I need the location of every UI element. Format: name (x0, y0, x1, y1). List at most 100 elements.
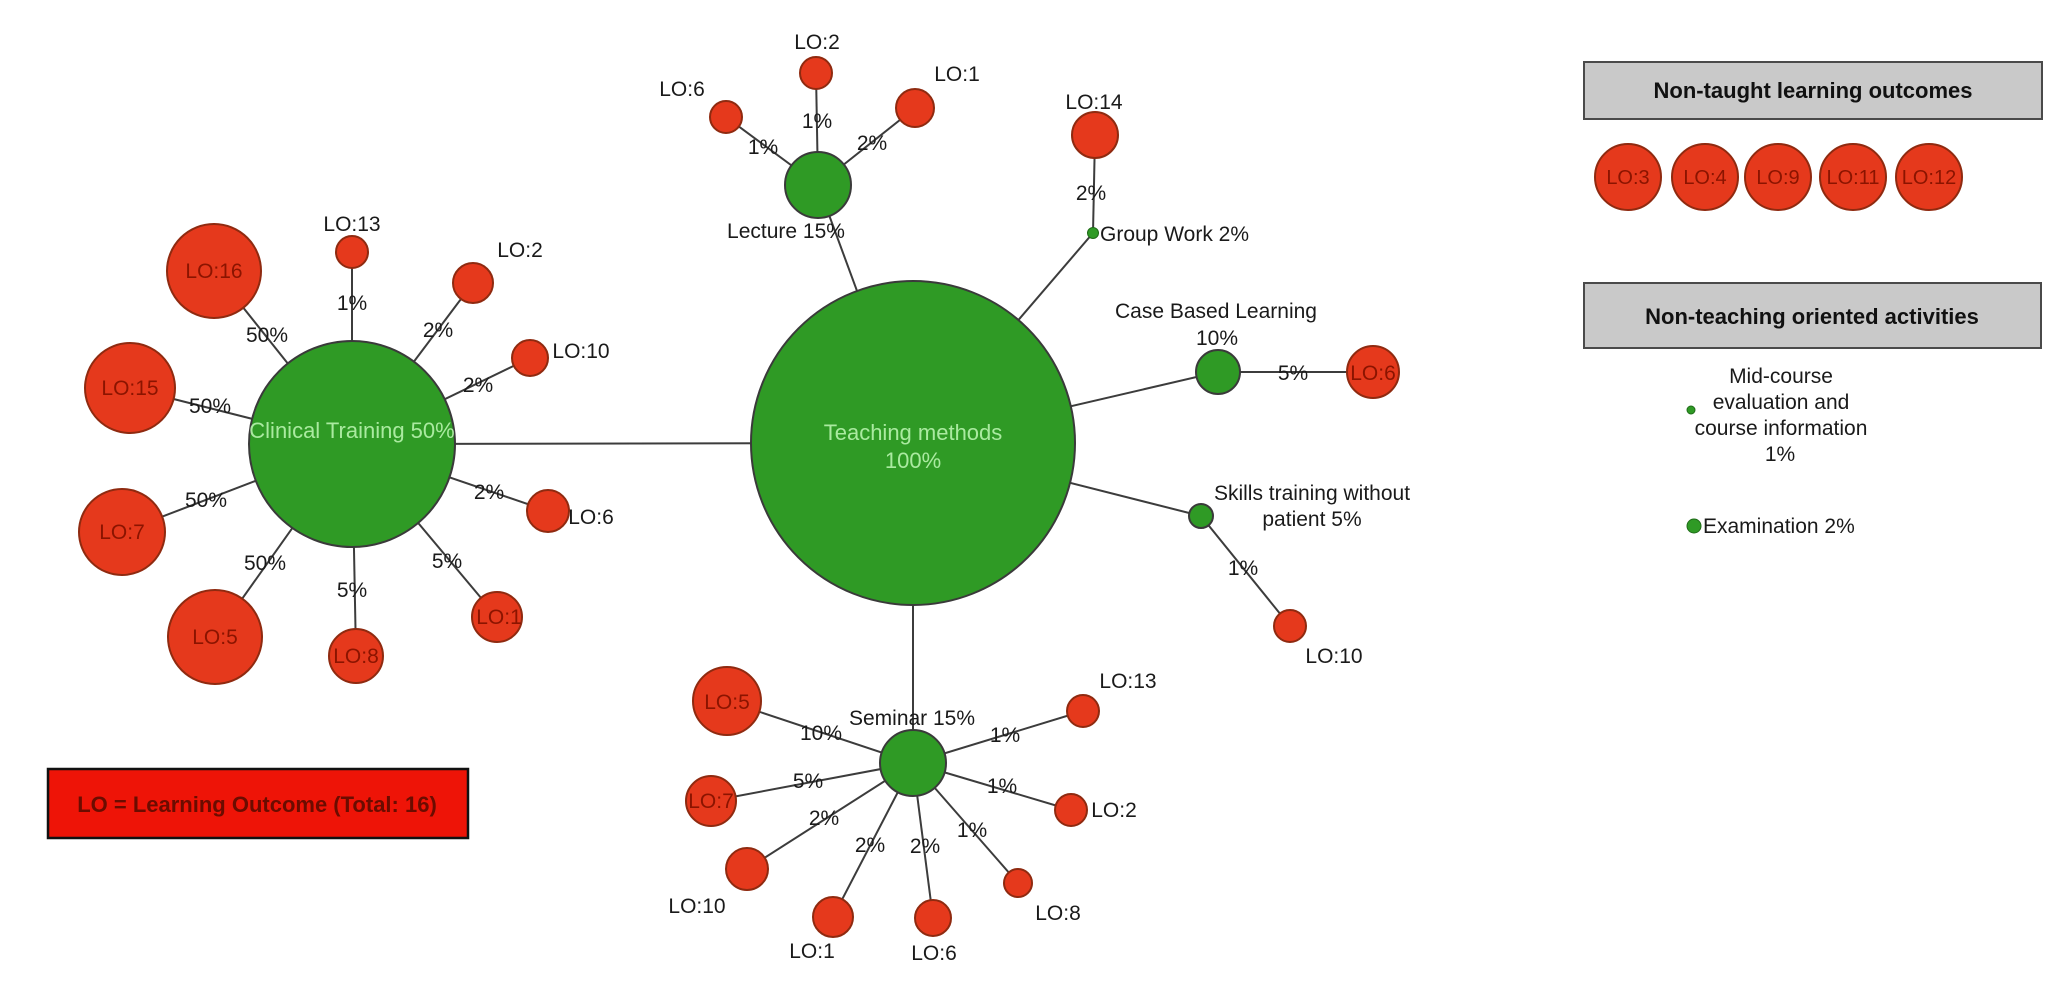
skills-lo10-circle (1273, 609, 1307, 643)
lecture-lo2-pct: 1% (802, 110, 832, 133)
groupwork-lo14-circle (1071, 111, 1119, 159)
case-based-label-line2: 10% (1196, 327, 1238, 350)
hub-label-line2: 100% (885, 448, 941, 473)
lecture-circle (784, 151, 852, 219)
skills-lo10-pct: 1% (1228, 557, 1258, 580)
labels: Teaching methods 100% Clinical Training … (77, 31, 1979, 965)
clinical-lo10-label: LO:10 (552, 340, 609, 363)
lecture-lo1-label: LO:1 (934, 63, 980, 86)
nontaught-lo9-label: LO:9 (1756, 167, 1799, 189)
lecture-lo1-pct: 2% (857, 132, 887, 155)
clinical-lo6-circle (526, 489, 570, 533)
seminar-circle (879, 729, 947, 797)
seminar-lo6-pct: 2% (910, 835, 940, 858)
nontaught-lo3-circle (1594, 143, 1662, 211)
seminar-lo2-circle (1054, 793, 1088, 827)
legend-label: LO = Learning Outcome (Total: 16) (77, 792, 437, 817)
non-teaching-header: Non-teaching oriented activities (1645, 304, 1979, 329)
examination-label: Examination 2% (1703, 515, 1855, 538)
clinical-lo7-circle (78, 488, 166, 576)
seminar-lo10-label: LO:10 (668, 895, 725, 918)
case-based-label-line1: Case Based Learning (1115, 300, 1317, 323)
clinical-lo8-circle (328, 628, 384, 684)
seminar-lo6-circle (914, 899, 952, 937)
clinical-lo5-circle (167, 589, 263, 685)
clinical-lo13-pct: 1% (337, 292, 367, 315)
clinical-label: Clinical Training 50% (249, 418, 454, 443)
seminar-lo5-label: LO:5 (704, 691, 750, 714)
casebased-lo6-label: LO:6 (1350, 362, 1396, 385)
nontaught-lo4-label: LO:4 (1683, 167, 1726, 189)
lecture-lo6-circle (709, 100, 743, 134)
seminar-lo1-circle (812, 896, 854, 938)
clinical-lo16-circle (166, 223, 262, 319)
casebased-lo6-pct: 5% (1278, 362, 1308, 385)
seminar-lo5-pct: 10% (800, 722, 842, 745)
nontaught-lo3-label: LO:3 (1606, 167, 1649, 189)
clinical-lo1-pct: 5% (432, 550, 462, 573)
hub-label-line1: Teaching methods (824, 420, 1003, 445)
clinical-lo16-label: LO:16 (185, 260, 242, 283)
clinical-lo10-circle (511, 339, 549, 377)
clinical-lo6-pct: 2% (474, 481, 504, 504)
midcourse-line1: Mid-course (1729, 365, 1833, 388)
clinical-lo10-pct: 2% (463, 374, 493, 397)
midcourse-line2: evaluation and (1713, 391, 1850, 414)
seminar-lo7-pct: 5% (793, 770, 823, 793)
group-work-label: Group Work 2% (1100, 223, 1249, 246)
seminar-lo13-pct: 1% (990, 724, 1020, 747)
clinical-lo5-label: LO:5 (192, 626, 238, 649)
lecture-lo1-circle (895, 88, 935, 128)
clinical-lo8-label: LO:8 (333, 645, 379, 668)
lecture-lo6-pct: 1% (748, 136, 778, 159)
edge-seminar-lo7 (710, 762, 914, 802)
lecture-lo2-circle (799, 56, 833, 90)
clinical-lo2-pct: 2% (423, 319, 453, 342)
seminar-lo8-label: LO:8 (1035, 902, 1081, 925)
non-taught-header: Non-taught learning outcomes (1654, 78, 1973, 103)
groupwork-lo14-pct: 2% (1076, 182, 1106, 205)
seminar-lo2-label: LO:2 (1091, 799, 1137, 822)
clinical-lo13-label: LO:13 (323, 213, 380, 236)
nontaught-lo12-label: LO:12 (1902, 167, 1956, 189)
seminar-lo10-pct: 2% (809, 807, 839, 830)
lecture-lo6-label: LO:6 (659, 78, 705, 101)
midcourse-line3: course information (1695, 417, 1868, 440)
skills-training-circle (1188, 503, 1214, 529)
casebased-lo6-circle (1346, 345, 1400, 399)
skills-label-line1: Skills training without (1214, 482, 1410, 505)
seminar-lo7-circle (685, 775, 737, 827)
clinical-lo15-label: LO:15 (101, 377, 158, 400)
seminar-lo13-label: LO:13 (1099, 670, 1156, 693)
seminar-lo7-label: LO:7 (688, 790, 734, 813)
nontaught-lo9-circle (1744, 143, 1812, 211)
lecture-lo2-label: LO:2 (794, 31, 840, 54)
clinical-lo1-label: LO:1 (476, 606, 522, 629)
clinical-lo1-circle (471, 591, 523, 643)
midcourse-dot (1686, 405, 1696, 415)
group-work-dot (1087, 227, 1099, 239)
clinical-lo15-pct: 50% (189, 395, 231, 418)
skills-label-line2: patient 5% (1262, 508, 1361, 531)
edge-skills-lo10 (1200, 515, 1291, 627)
non-taught-header-box (1583, 61, 2043, 120)
nontaught-lo4-circle (1671, 143, 1739, 211)
examination-dot (1686, 518, 1702, 534)
case-based-learning-circle (1195, 349, 1241, 395)
non-teaching-header-box (1583, 282, 2042, 349)
clinical-lo15-circle (84, 342, 176, 434)
clinical-lo7-pct: 50% (185, 489, 227, 512)
seminar-lo8-pct: 1% (957, 819, 987, 842)
seminar-lo1-label: LO:1 (789, 940, 835, 963)
seminar-lo1-pct: 2% (855, 834, 885, 857)
nontaught-lo12-circle (1895, 143, 1963, 211)
hub-teaching-methods-circle (750, 280, 1076, 606)
clinical-lo16-pct: 50% (246, 324, 288, 347)
clinical-lo8-pct: 5% (337, 579, 367, 602)
clinical-lo2-label: LO:2 (497, 239, 543, 262)
nontaught-lo11-label: LO:11 (1827, 167, 1880, 189)
clinical-lo7-label: LO:7 (99, 521, 145, 544)
learning-outcome-nodes (78, 56, 1963, 938)
seminar-lo8-circle (1003, 868, 1033, 898)
